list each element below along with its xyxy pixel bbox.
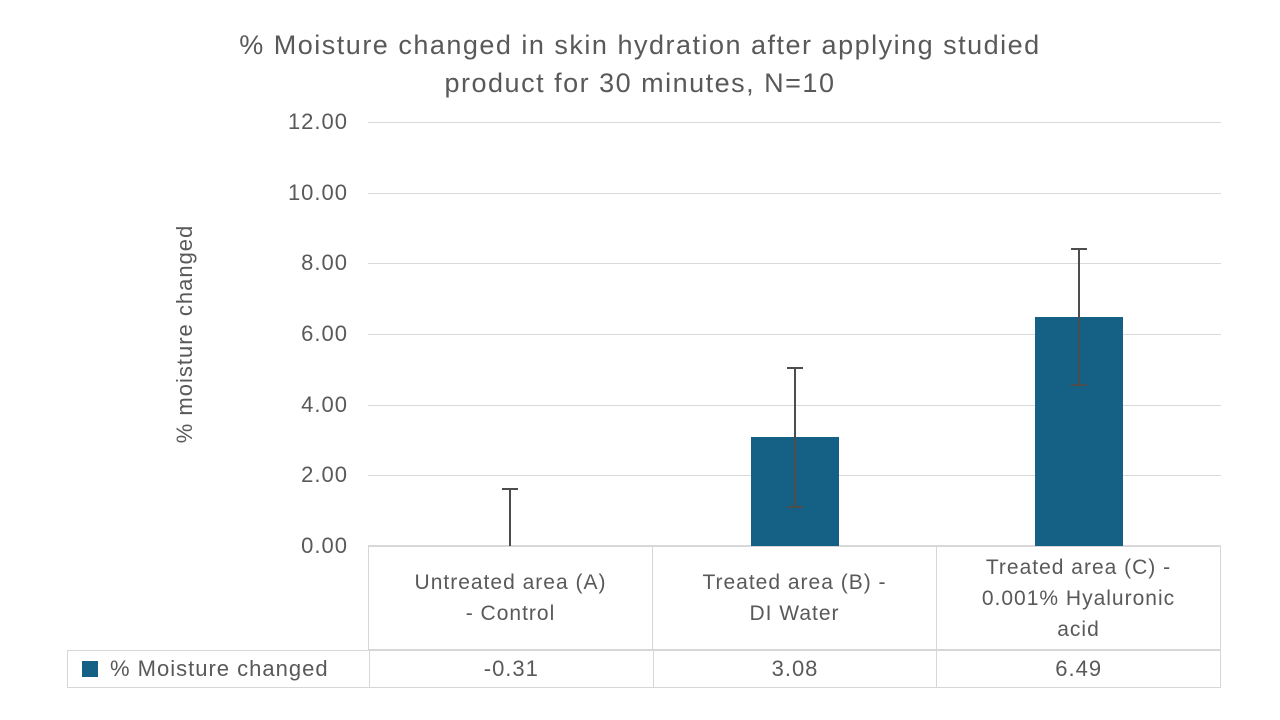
data-table-row: % Moisture changed -0.31 3.08 6.49 bbox=[67, 650, 1221, 688]
data-value-treated-b: 3.08 bbox=[652, 651, 937, 687]
category-label-text: Treated area (B) - DI Water bbox=[702, 571, 887, 625]
chart-title: % Moisture changed in skin hydration aft… bbox=[239, 30, 1041, 98]
y-tick-label: 0.00 bbox=[301, 533, 348, 558]
category-label-treated-b: Treated area (B) - DI Water bbox=[652, 547, 936, 649]
legend-cell: % Moisture changed bbox=[68, 651, 369, 687]
gridline bbox=[368, 122, 1221, 123]
error-bar-cap bbox=[502, 488, 519, 491]
category-label-text: Untreated area (A) - Control bbox=[414, 571, 607, 625]
gridline bbox=[368, 263, 1221, 265]
error-bar bbox=[793, 366, 796, 508]
plot-area bbox=[368, 122, 1221, 546]
gridline bbox=[368, 334, 1221, 335]
y-tick-label: 10.00 bbox=[287, 179, 348, 205]
error-bar-cap bbox=[786, 505, 803, 508]
error-bar-cap bbox=[1070, 383, 1087, 386]
gridline bbox=[368, 192, 1221, 194]
legend-marker-icon bbox=[82, 661, 98, 677]
error-bar-cap bbox=[786, 366, 803, 369]
category-label-untreated-a: Untreated area (A) - Control bbox=[369, 547, 652, 649]
error-bar bbox=[509, 488, 512, 546]
y-axis-title: % moisture changed bbox=[172, 224, 197, 444]
error-bar-cap bbox=[1070, 247, 1087, 250]
category-label-treated-c: Treated area (C) - 0.001% Hyaluronic aci… bbox=[936, 547, 1220, 649]
y-tick-label: 8.00 bbox=[301, 250, 348, 276]
y-tick-label: 2.00 bbox=[301, 462, 348, 488]
data-value-untreated-a: -0.31 bbox=[369, 651, 653, 687]
error-bar bbox=[1077, 247, 1080, 386]
category-label-text: Treated area (C) - 0.001% Hyaluronic aci… bbox=[981, 555, 1176, 641]
y-tick-label: 12.00 bbox=[287, 109, 348, 134]
y-tick-label: 6.00 bbox=[301, 321, 348, 346]
legend-label: % Moisture changed bbox=[110, 656, 329, 681]
y-axis-tick-labels: 12.00 10.00 8.00 6.00 4.00 2.00 0.00 bbox=[230, 109, 348, 558]
category-header-row: Untreated area (A) - Control Treated are… bbox=[368, 546, 1221, 650]
data-value-treated-c: 6.49 bbox=[936, 651, 1220, 687]
y-tick-label: 4.00 bbox=[301, 391, 348, 417]
